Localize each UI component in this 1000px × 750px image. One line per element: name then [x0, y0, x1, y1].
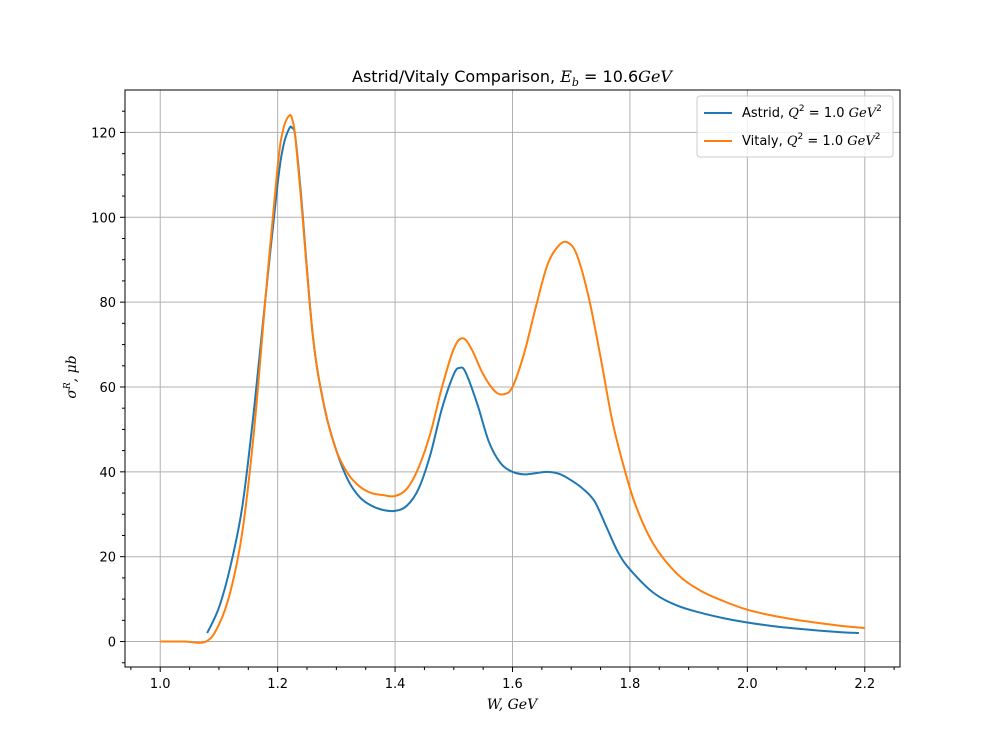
x-tick-label: 2.0 [737, 677, 758, 692]
y-tick-label: 20 [99, 551, 116, 566]
x-tick-label: 1.6 [502, 677, 523, 692]
x-tick-label: 2.2 [854, 677, 875, 692]
axis-ticks: 1.0 1.2 1.4 1.6 1.8 2.0 2.2 0 20 40 60 80 100 120 [91, 110, 895, 692]
y-tick-label: 120 [91, 126, 116, 141]
y-tick-label: 0 [108, 636, 116, 651]
y-axis-label: σR, μb [63, 355, 80, 398]
legend-box [696, 95, 894, 158]
y-tick-label: 100 [91, 211, 116, 226]
x-axis-label: W, GeV [487, 697, 539, 713]
legend: Astrid, Q2 = 1.0 GeV2 Vitaly, Q2 = 1.0 G… [696, 95, 894, 158]
x-tick-label: 1.4 [385, 677, 406, 692]
series-line-vitaly [160, 114, 865, 644]
series-lines [160, 114, 865, 644]
x-tick-label: 1.2 [267, 677, 288, 692]
grid [125, 90, 900, 667]
x-tick-label: 1.0 [150, 677, 171, 692]
y-tick-label: 60 [99, 381, 116, 396]
y-tick-label: 40 [99, 466, 116, 481]
legend-label-astrid: Astrid, Q2 = 1.0 GeV2 [742, 104, 882, 121]
x-tick-label: 1.8 [620, 677, 641, 692]
legend-label-vitaly: Vitaly, Q2 = 1.0 GeV2 [742, 132, 880, 149]
series-line-astrid [206, 125, 859, 635]
chart-title: Astrid/Vitaly Comparison, Eb = 10.6GeV [352, 67, 673, 89]
y-tick-label: 80 [99, 296, 116, 311]
